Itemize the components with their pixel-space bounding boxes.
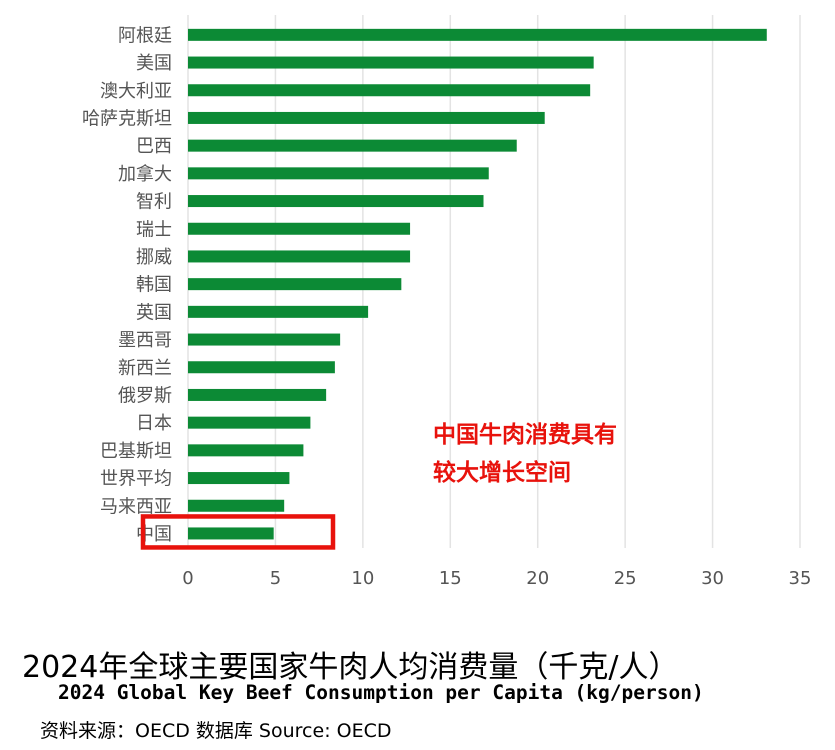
bar (188, 111, 545, 124)
x-tick-label: 10 (351, 568, 374, 589)
category-label: 韩国 (136, 275, 172, 296)
x-tick-label: 20 (526, 568, 549, 589)
bar (188, 278, 402, 291)
bar (188, 84, 591, 97)
highlight-rect (140, 514, 336, 550)
category-label: 智利 (136, 192, 172, 213)
bar (188, 167, 489, 180)
chart-subtitle: 2024 Global Key Beef Consumption per Cap… (58, 681, 704, 704)
bar (188, 472, 290, 485)
annotation: 中国牛肉消费具有 较大增长空间 (433, 416, 617, 492)
category-label: 加拿大 (118, 163, 172, 185)
bar (188, 444, 304, 457)
category-label: 俄罗斯 (118, 385, 172, 406)
category-label: 阿根廷 (118, 25, 172, 46)
highlight-box (140, 514, 336, 550)
bar-chart: 阿根廷美国澳大利亚哈萨克斯坦巴西加拿大智利瑞士挪威韩国英国墨西哥新西兰俄罗斯日本… (82, 15, 811, 589)
bar (188, 139, 517, 152)
bar (188, 333, 341, 346)
bar (188, 388, 327, 401)
bar (188, 361, 335, 374)
x-tick-label: 15 (439, 568, 462, 589)
category-label: 英国 (136, 302, 172, 323)
bar (188, 222, 411, 235)
bar (188, 195, 484, 208)
x-tick-label: 0 (182, 568, 193, 589)
bar (188, 250, 411, 263)
category-label: 世界平均 (100, 469, 172, 490)
category-label: 马来西亚 (100, 496, 172, 517)
x-axis-ticks: 0 5 10 15 20 25 30 35 (182, 568, 811, 589)
category-label: 澳大利亚 (100, 81, 172, 102)
category-label: 挪威 (136, 247, 172, 268)
category-labels: 阿根廷美国澳大利亚哈萨克斯坦巴西加拿大智利瑞士挪威韩国英国墨西哥新西兰俄罗斯日本… (82, 25, 172, 545)
x-tick-label: 35 (789, 568, 812, 589)
category-label: 巴基斯坦 (100, 441, 172, 462)
x-tick-label: 30 (701, 568, 724, 589)
annotation-line-1: 中国牛肉消费具有 (433, 422, 617, 448)
category-label: 哈萨克斯坦 (82, 108, 172, 129)
category-label: 美国 (136, 53, 172, 74)
category-label: 瑞士 (136, 219, 172, 240)
bar (188, 305, 369, 318)
bar (188, 499, 285, 512)
x-tick-label: 5 (270, 568, 281, 589)
category-label: 墨西哥 (118, 330, 172, 351)
source-note: 资料来源：OECD 数据库 Source: OECD (40, 720, 392, 742)
bar (188, 28, 767, 41)
bar (188, 527, 274, 540)
bar (188, 56, 594, 69)
chart-title: 2024年全球主要国家牛肉人均消费量（千克/人） (22, 650, 679, 685)
category-label: 日本 (136, 413, 172, 434)
annotation-line-2: 较大增长空间 (433, 460, 571, 486)
category-label: 巴西 (136, 136, 172, 157)
category-label: 新西兰 (118, 358, 172, 379)
bars (188, 28, 767, 540)
bar (188, 416, 311, 429)
x-tick-label: 25 (614, 568, 637, 589)
